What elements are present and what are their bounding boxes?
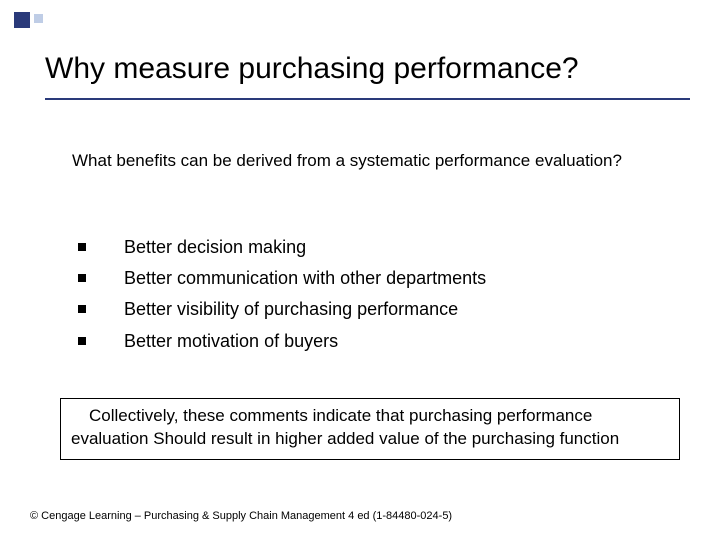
footer-copyright: © Cengage Learning – Purchasing & Supply… (30, 510, 452, 522)
summary-line-2: evaluation Should result in higher added… (71, 428, 669, 451)
bullet-text: Better decision making (124, 235, 306, 260)
intro-text: What benefits can be derived from a syst… (72, 150, 660, 173)
bullet-square-icon (78, 337, 86, 345)
corner-square-small (34, 14, 43, 23)
list-item: Better motivation of buyers (78, 329, 660, 354)
summary-box: Collectively, these comments indicate th… (60, 398, 680, 460)
bullet-square-icon (78, 243, 86, 251)
bullet-square-icon (78, 274, 86, 282)
corner-decoration (0, 0, 55, 32)
summary-line-1: Collectively, these comments indicate th… (71, 405, 669, 428)
corner-square-large (14, 12, 30, 28)
list-item: Better decision making (78, 235, 660, 260)
list-item: Better visibility of purchasing performa… (78, 297, 660, 322)
bullet-text: Better motivation of buyers (124, 329, 338, 354)
title-underline (45, 98, 690, 100)
bullet-text: Better communication with other departme… (124, 266, 486, 291)
list-item: Better communication with other departme… (78, 266, 660, 291)
title-area: Why measure purchasing performance? (45, 52, 690, 86)
bullet-list: Better decision making Better communicat… (78, 235, 660, 360)
slide-title: Why measure purchasing performance? (45, 52, 690, 86)
bullet-square-icon (78, 305, 86, 313)
bullet-text: Better visibility of purchasing performa… (124, 297, 458, 322)
